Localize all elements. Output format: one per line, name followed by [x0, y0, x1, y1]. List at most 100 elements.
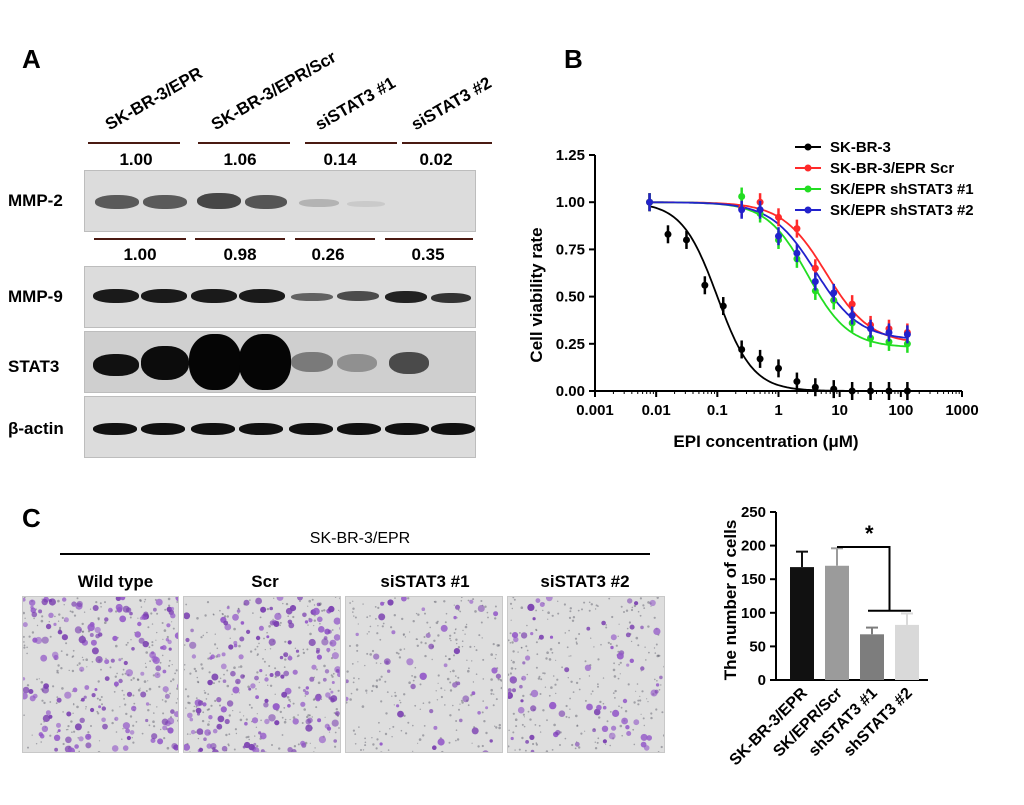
- group-divider: [94, 238, 186, 240]
- data-point: [811, 277, 819, 285]
- cell-stain-texture: [23, 597, 178, 752]
- group-divider: [305, 142, 397, 144]
- mmp9-quant: 1.00: [123, 245, 157, 264]
- row-label-mmp9: MMP-9: [8, 287, 63, 306]
- data-point: [719, 302, 727, 310]
- row-label-stat3: STAT3: [8, 357, 60, 376]
- data-point: [738, 206, 746, 214]
- data-point: [830, 289, 838, 297]
- transwell-image-wild-type: [22, 596, 179, 753]
- group-divider: [195, 238, 285, 240]
- cell-stain-texture: [508, 597, 664, 752]
- data-point: [701, 281, 709, 289]
- y-tick-label: 0.75: [556, 241, 585, 258]
- group-bracket-line: [60, 553, 650, 555]
- y-tick-label: 1.00: [556, 194, 585, 211]
- y-axis-label: Cell viability rate: [527, 227, 546, 362]
- mmp2-quant: 1.00: [119, 150, 153, 169]
- blot-strip-mmp2: [84, 170, 476, 232]
- legend-marker: [804, 206, 812, 214]
- group-divider: [198, 142, 290, 144]
- panel-label-c: C: [22, 503, 41, 533]
- x-tick-label: 100: [888, 402, 913, 419]
- data-point: [885, 328, 893, 336]
- x-tick-label: 10: [831, 402, 848, 419]
- blot-strip-stat3: [84, 331, 476, 393]
- data-point: [885, 338, 893, 346]
- group-label: SK-BR-3/EPR: [309, 530, 411, 547]
- cell-stain-texture: [184, 597, 340, 752]
- x-tick-label: 0.001: [576, 402, 614, 419]
- mmp9-quant: 0.35: [411, 245, 445, 264]
- data-point: [903, 330, 911, 338]
- legend-marker: [804, 164, 812, 172]
- data-point: [738, 193, 746, 201]
- x-tick-label: 1: [774, 402, 782, 419]
- y-tick-label: 0.00: [556, 383, 585, 400]
- row-label-mmp2: MMP-2: [8, 191, 63, 210]
- legend-label: SK-BR-3/EPR Scr: [830, 160, 954, 177]
- legend-label: SK/EPR shSTAT3 #2: [830, 202, 974, 219]
- row-label-beta-actin: β-actin: [8, 419, 64, 438]
- data-point: [867, 334, 875, 342]
- bar: [825, 565, 849, 680]
- wb-column-label: siSTAT3 #1: [312, 73, 399, 135]
- blot-strip-mmp9: [84, 266, 476, 328]
- data-point: [646, 198, 654, 206]
- data-point: [793, 378, 801, 386]
- y-tick-label: 50: [749, 638, 766, 655]
- y-tick-label: 150: [741, 571, 766, 588]
- data-point: [885, 387, 893, 395]
- significance-bracket: [837, 545, 891, 611]
- legend-marker: [804, 185, 812, 193]
- transwell-image-sistat3-1: [345, 596, 503, 753]
- bar: [790, 567, 814, 680]
- blot-strip-beta-actin: [84, 396, 476, 458]
- data-point: [830, 385, 838, 393]
- legend-label: SK/EPR shSTAT3 #1: [830, 181, 974, 198]
- wb-column-label: SK-BR-3/EPR: [102, 63, 206, 135]
- y-tick-label: 200: [741, 538, 766, 555]
- wb-column-label: siSTAT3 #2: [408, 73, 495, 135]
- image-label: siSTAT3 #2: [540, 572, 630, 591]
- data-point: [811, 287, 819, 295]
- data-point: [664, 230, 672, 238]
- data-point: [903, 387, 911, 395]
- data-point: [756, 355, 764, 363]
- data-point: [867, 325, 875, 333]
- y-tick-label: 100: [741, 605, 766, 622]
- bar: [860, 634, 884, 680]
- group-divider: [88, 142, 180, 144]
- transwell-image-scr: [183, 596, 341, 753]
- mmp2-quant: 0.02: [419, 150, 453, 169]
- mmp2-quant: 1.06: [223, 150, 257, 169]
- fit-curve: [649, 205, 908, 392]
- y-tick-label: 1.25: [556, 147, 585, 164]
- data-point: [848, 387, 856, 395]
- mmp9-quant: 0.98: [223, 245, 257, 264]
- group-divider: [295, 238, 375, 240]
- y-tick-label: 0: [758, 672, 766, 689]
- data-point: [738, 345, 746, 353]
- mmp2-quant: 0.14: [323, 150, 357, 169]
- y-tick-label: 0.25: [556, 336, 585, 353]
- transwell-image-sistat3-2: [507, 596, 665, 753]
- data-point: [867, 387, 875, 395]
- data-point: [811, 264, 819, 272]
- cell-stain-texture: [346, 597, 502, 752]
- group-divider: [402, 142, 492, 144]
- bar: [895, 624, 919, 680]
- data-point: [848, 300, 856, 308]
- data-point: [848, 311, 856, 319]
- panel-label-a: A: [22, 44, 41, 74]
- data-point: [775, 213, 782, 221]
- image-label: Wild type: [77, 572, 154, 591]
- data-point: [811, 383, 819, 391]
- panel-label-b: B: [564, 44, 583, 74]
- x-tick-label: 1000: [945, 402, 978, 419]
- group-divider: [385, 238, 473, 240]
- x-axis-label: EPI concentration (μM): [673, 432, 858, 451]
- y-tick-label: 250: [741, 504, 766, 521]
- data-point: [775, 232, 782, 240]
